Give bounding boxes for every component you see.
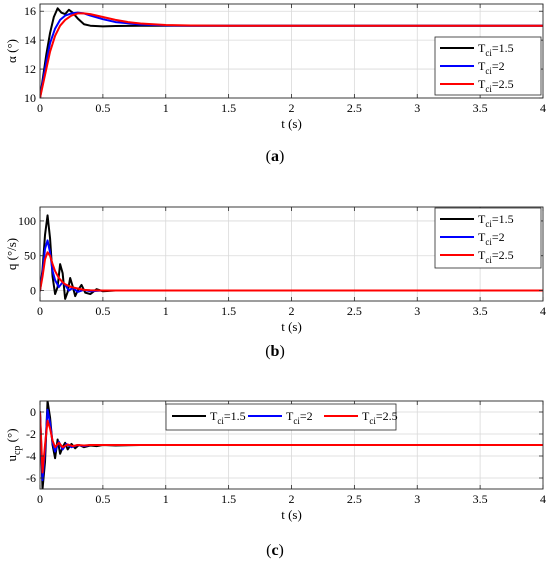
x-tick-label: 4	[540, 492, 546, 506]
y-tick-label: -4	[26, 449, 36, 463]
chart-panel-c: 0 0.5 1 1.5 2 2.5 3 3.5 4 -6 -4 -2 0 t (s) ucp (°) Tci=…	[4, 400, 546, 559]
x-tick-label: 2	[289, 304, 295, 318]
x-tick-label: 0.5	[95, 492, 110, 506]
x-tick-label: 2	[289, 101, 295, 115]
x-tick-label: 1	[163, 492, 169, 506]
series-line-3	[40, 12, 543, 98]
x-tick-label: 0	[37, 101, 43, 115]
y-tick-label: 0	[30, 405, 36, 419]
y-tick-label: 10	[24, 91, 36, 105]
chart-panel-a: 0 0.5 1 1.5 2 2.5 3 3.5 4 10 12 14 16 t (s) α (°) Tci=1…	[4, 3, 546, 165]
legend-label-2: Tci=2	[286, 409, 313, 426]
x-axis-label: t (s)	[281, 507, 302, 522]
y-tick-label: 16	[24, 4, 36, 18]
legend-label-1: Tci=1.5	[478, 41, 514, 58]
legend-label-3: Tci=2.5	[478, 248, 514, 265]
x-tick-label: 1.5	[221, 492, 236, 506]
x-tick-label: 3.5	[473, 101, 488, 115]
legend-label-1: Tci=1.5	[210, 409, 246, 426]
y-tick-label: 50	[24, 249, 36, 263]
chart-panel-b: 0 0.5 1 1.5 2 2.5 3 3.5 4 0 50 100 t (s) q (°/s) Tci=1…	[4, 206, 546, 360]
y-axis-label: q (°/s)	[4, 238, 19, 270]
x-tick-label: 1	[163, 304, 169, 318]
legend-label-3: Tci=2.5	[478, 77, 514, 94]
x-tick-label: 3.5	[473, 304, 488, 318]
x-tick-label: 0.5	[95, 304, 110, 318]
x-tick-label: 4	[540, 304, 546, 318]
y-tick-label: 14	[24, 33, 36, 47]
y-tick-label: -6	[26, 471, 36, 485]
panel-label: (a)	[266, 148, 285, 165]
x-tick-label: 1.5	[221, 304, 236, 318]
x-tick-label: 1.5	[221, 101, 236, 115]
legend-label-2: Tci=2	[478, 230, 505, 247]
x-axis-label: t (s)	[281, 116, 302, 131]
legend: Tci=1.5 Tci=2 Tci=2.5	[165, 403, 398, 431]
x-tick-label: 0.5	[95, 101, 110, 115]
x-tick-label: 3	[414, 492, 420, 506]
y-tick-label: 100	[18, 214, 36, 228]
x-tick-label: 0	[37, 304, 43, 318]
x-axis-label: t (s)	[281, 319, 302, 334]
legend-label-1: Tci=1.5	[478, 212, 514, 229]
x-tick-label: 2.5	[347, 492, 362, 506]
x-tick-label: 0	[37, 492, 43, 506]
x-tick-label: 1	[163, 101, 169, 115]
legend-label-3: Tci=2.5	[362, 409, 398, 426]
x-tick-label: 2.5	[347, 304, 362, 318]
x-tick-label: 3.5	[473, 492, 488, 506]
x-tick-label: 3	[414, 101, 420, 115]
x-tick-label: 3	[414, 304, 420, 318]
x-tick-label: 2	[289, 492, 295, 506]
y-tick-label: 0	[30, 284, 36, 298]
y-axis-label: ucp (°)	[4, 428, 23, 461]
y-axis-label: α (°)	[4, 39, 19, 63]
series-line-3	[40, 411, 543, 474]
legend-label-2: Tci=2	[478, 59, 505, 76]
x-tick-label: 2.5	[347, 101, 362, 115]
series-line-3	[40, 251, 543, 292]
y-tick-label: -2	[26, 427, 36, 441]
y-tick-label: 12	[24, 62, 36, 76]
x-tick-label: 4	[540, 101, 546, 115]
panel-label: (c)	[266, 542, 284, 559]
panel-label: (b)	[265, 343, 285, 360]
